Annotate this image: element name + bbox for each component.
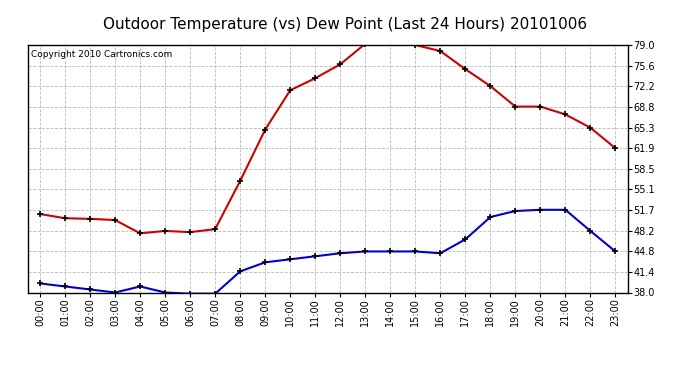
Text: Outdoor Temperature (vs) Dew Point (Last 24 Hours) 20101006: Outdoor Temperature (vs) Dew Point (Last…	[103, 17, 587, 32]
Text: Copyright 2010 Cartronics.com: Copyright 2010 Cartronics.com	[30, 50, 172, 59]
